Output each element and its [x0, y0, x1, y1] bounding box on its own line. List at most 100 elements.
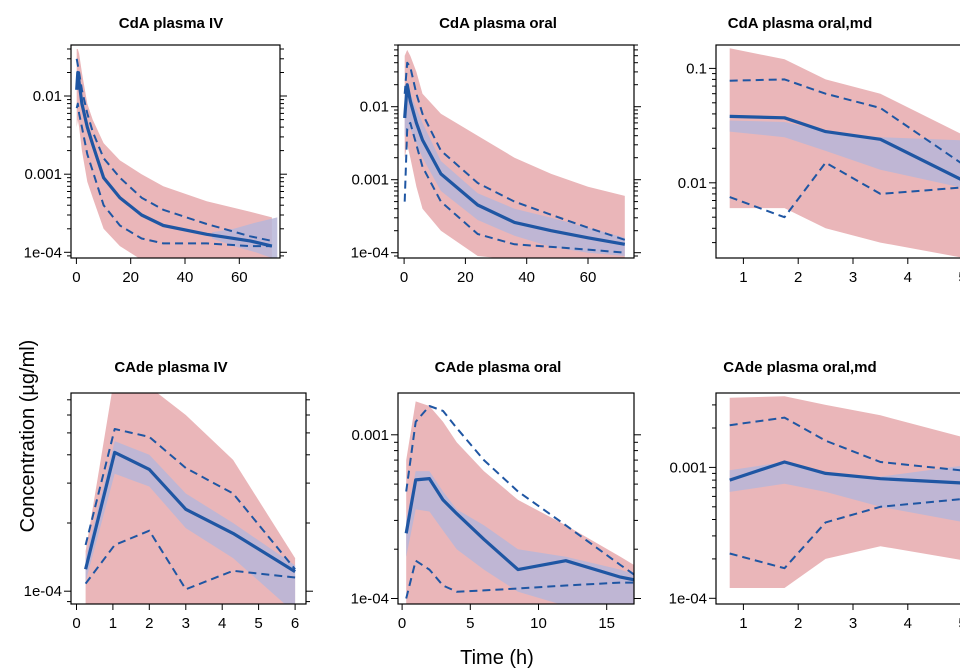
x-tick-label: 4 [218, 615, 226, 632]
y-axis: 0.01 0.001 1e-04 [351, 44, 641, 262]
series-observed-lower [729, 498, 960, 570]
plot-area [729, 396, 960, 588]
x-tick-label: 4 [904, 269, 912, 286]
y-tick-label: 0.001 [669, 459, 707, 476]
x-tick-label: 10 [530, 615, 547, 632]
x-axis: 0 20 40 60 [72, 258, 248, 286]
y-axis: 0.001 1e-04 [351, 427, 641, 608]
x-axis-label: Time (h) [460, 647, 534, 669]
x-axis: 0 5 10 15 [398, 604, 615, 632]
series-observed-upper [84, 428, 296, 570]
y-tick-label: 0.01 [678, 175, 707, 192]
x-axis: 1 2 3 4 5 [739, 604, 960, 632]
plot-frame [397, 392, 635, 605]
y-axis: 0.01 0.001 1e-04 [24, 48, 287, 261]
x-tick-label: 5 [466, 615, 474, 632]
x-tick-label: 2 [794, 615, 802, 632]
x-tick-label: 40 [177, 269, 194, 286]
x-tick-label: 0 [400, 269, 408, 286]
x-axis: 0 1 2 3 4 5 6 [72, 604, 299, 632]
plot-area [729, 48, 960, 258]
x-tick-label: 0 [72, 615, 80, 632]
x-tick-label: 20 [122, 269, 139, 286]
x-tick-label: 1 [109, 615, 117, 632]
y-tick-label: 1e-04 [351, 245, 389, 262]
x-tick-label: 0 [398, 615, 406, 632]
y-tick-label: 0.001 [24, 166, 62, 183]
panel-5: 0.001 1e-04 0 5 10 15 CAde plasma oral [351, 359, 641, 632]
x-tick-label: 3 [182, 615, 190, 632]
x-tick-label: 2 [794, 269, 802, 286]
plot-frame [397, 44, 635, 259]
x-tick-label: 5 [254, 615, 262, 632]
x-tick-label: 2 [145, 615, 153, 632]
x-tick-label: 20 [457, 269, 474, 286]
y-tick-label: 1e-04 [24, 583, 62, 600]
series-observed-upper [405, 405, 634, 576]
series-observed-median [729, 114, 960, 181]
series-observed-median [84, 450, 296, 573]
plot-area [404, 401, 634, 604]
plot-area [403, 49, 626, 258]
x-tick-label: 15 [598, 615, 615, 632]
panel-3: 0.1 0.01 1 2 3 4 5 CdA plasma oral,md [678, 15, 960, 286]
series-observed-median [729, 460, 960, 485]
x-tick-label: 0 [72, 269, 80, 286]
y-axis: 0.1 0.01 [678, 60, 716, 244]
panel-title: CdA plasma IV [119, 15, 223, 32]
y-axis: 1e-04 [24, 399, 313, 603]
panel-2: 0.01 0.001 1e-04 0 20 40 60 CdA plasma oral [351, 15, 641, 286]
x-tick-label: 5 [958, 615, 960, 632]
y-axis: 0.001 1e-04 [669, 404, 716, 607]
y-tick-label: 0.01 [33, 88, 62, 105]
plot-area [84, 393, 296, 604]
x-tick-label: 1 [739, 269, 747, 286]
y-tick-label: 0.1 [686, 60, 707, 77]
plot-frame [70, 44, 281, 259]
plot-area [75, 49, 278, 258]
x-tick-label: 1 [739, 615, 747, 632]
y-tick-label: 1e-04 [669, 590, 707, 607]
median-confidence-band [406, 471, 634, 604]
prediction-interval-band [404, 49, 625, 258]
x-tick-label: 3 [849, 269, 857, 286]
x-tick-label: 60 [231, 269, 248, 286]
panel-title: CAde plasma IV [114, 359, 227, 376]
median-confidence-band [729, 120, 960, 188]
series-observed-median [404, 477, 634, 582]
series-observed-lower [84, 529, 296, 591]
series-observed-upper [729, 416, 960, 472]
x-axis: 0 20 40 60 [400, 258, 596, 286]
median-confidence-band [85, 441, 296, 604]
series-observed-lower [403, 121, 625, 254]
series-observed-upper [75, 58, 273, 242]
x-axis: 1 2 3 4 5 [739, 258, 960, 286]
x-tick-label: 3 [849, 615, 857, 632]
panel-title: CAde plasma oral [435, 359, 562, 376]
series-observed-lower [75, 102, 272, 248]
series-observed-lower [405, 559, 634, 599]
panel-title: CdA plasma oral,md [728, 15, 872, 32]
median-confidence-band [212, 217, 278, 258]
y-tick-label: 1e-04 [351, 591, 389, 608]
panel-4: 1e-04 0 1 2 3 4 5 6 CAde plasma IV [24, 359, 313, 632]
x-tick-label: 5 [958, 269, 960, 286]
series-observed-median [75, 70, 273, 248]
x-tick-label: 4 [904, 615, 912, 632]
panel-title: CdA plasma oral [439, 15, 557, 32]
y-tick-label: 1e-04 [24, 244, 62, 261]
series-observed-lower [729, 161, 960, 219]
plot-frame [70, 392, 307, 605]
panel-1: 0.01 0.001 1e-04 0 20 40 60 CdA plasma IV [24, 15, 287, 286]
y-tick-label: 0.001 [351, 427, 389, 444]
x-tick-label: 60 [580, 269, 597, 286]
panel-title: CAde plasma oral,md [723, 359, 876, 376]
y-tick-label: 0.001 [351, 172, 389, 189]
x-tick-label: 6 [291, 615, 299, 632]
prediction-interval-band [76, 49, 272, 258]
series-observed-median [403, 83, 626, 246]
y-tick-label: 0.01 [360, 99, 389, 116]
panel-6: 0.001 1e-04 1 2 3 4 5 CAde plasma oral,md [669, 359, 960, 632]
